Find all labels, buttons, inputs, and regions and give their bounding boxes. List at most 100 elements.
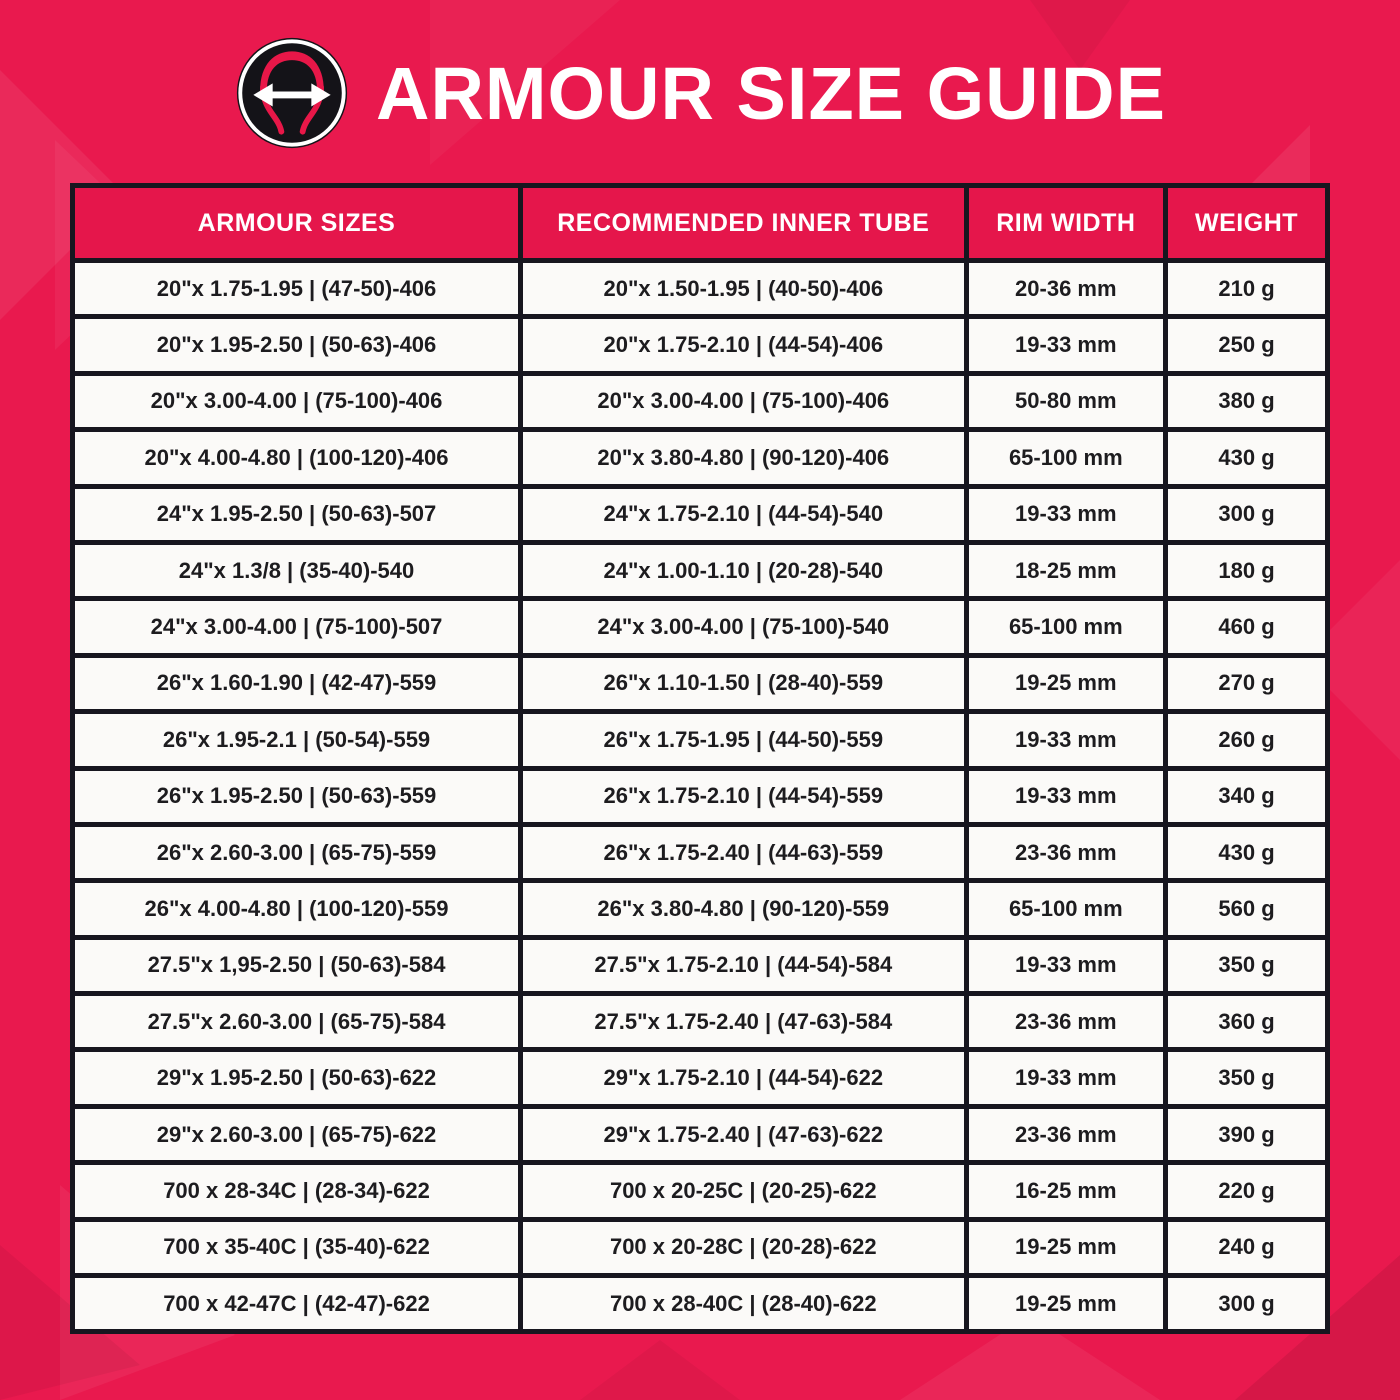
cell-inner-tube: 26"x 1.10-1.50 | (28-40)-559 (518, 652, 969, 715)
table-row: 26"x 1.60-1.90 | (42-47)-559 26"x 1.10-1.… (69, 652, 1330, 715)
cell-rim-width: 50-80 mm (963, 370, 1169, 433)
cell-armour-size: 20"x 1.95-2.50 | (50-63)-406 (69, 314, 524, 376)
table-row: 29"x 2.60-3.00 | (65-75)-622 29"x 1.75-2.… (69, 1103, 1330, 1166)
cell-armour-size: 26"x 1.60-1.90 | (42-47)-559 (69, 652, 524, 715)
cell-armour-size: 700 x 28-34C | (28-34)-622 (69, 1160, 524, 1222)
cell-weight: 260 g (1163, 709, 1330, 771)
cell-inner-tube: 26"x 1.75-2.10 | (44-54)-559 (518, 765, 969, 827)
cell-inner-tube: 24"x 3.00-4.00 | (75-100)-540 (518, 596, 969, 658)
cell-inner-tube: 20"x 1.50-1.95 | (40-50)-406 (518, 257, 969, 320)
cell-armour-size: 700 x 35-40C | (35-40)-622 (69, 1216, 524, 1279)
cell-rim-width: 18-25 mm (963, 539, 1169, 602)
cell-inner-tube: 20"x 3.00-4.00 | (75-100)-406 (518, 370, 969, 433)
cell-armour-size: 27.5"x 1,95-2.50 | (50-63)-584 (69, 934, 524, 997)
table-row: 20"x 3.00-4.00 | (75-100)-406 20"x 3.00-4… (69, 370, 1330, 433)
cell-armour-size: 20"x 4.00-4.80 | (100-120)-406 (69, 427, 524, 489)
table-row: 20"x 1.75-1.95 | (47-50)-406 20"x 1.50-1.… (69, 257, 1330, 320)
cell-armour-size: 29"x 2.60-3.00 | (65-75)-622 (69, 1103, 524, 1166)
table-row: 700 x 28-34C | (28-34)-622 700 x 20-25C |… (69, 1160, 1330, 1222)
cell-rim-width: 19-25 mm (963, 1273, 1169, 1335)
col-header-inner-tube: RECOMMENDED INNER TUBE (518, 183, 969, 263)
cell-rim-width: 19-33 mm (963, 709, 1169, 771)
cell-rim-width: 65-100 mm (963, 596, 1169, 658)
table-row: 24"x 1.3/8 | (35-40)-540 24"x 1.00-1.10 |… (69, 539, 1330, 602)
tire-width-arrow-logo (236, 37, 348, 149)
cell-weight: 380 g (1163, 370, 1330, 433)
cell-armour-size: 24"x 1.95-2.50 | (50-63)-507 (69, 483, 524, 545)
cell-weight: 430 g (1163, 821, 1330, 884)
cell-weight: 340 g (1163, 765, 1330, 827)
cell-rim-width: 19-33 mm (963, 765, 1169, 827)
table-row: 26"x 4.00-4.80 | (100-120)-559 26"x 3.80-… (69, 878, 1330, 940)
cell-inner-tube: 24"x 1.00-1.10 | (20-28)-540 (518, 539, 969, 602)
cell-weight: 350 g (1163, 934, 1330, 997)
cell-inner-tube: 26"x 1.75-2.40 | (44-63)-559 (518, 821, 969, 884)
table-row: 27.5"x 2.60-3.00 | (65-75)-584 27.5"x 1.7… (69, 991, 1330, 1053)
cell-rim-width: 19-33 mm (963, 1047, 1169, 1109)
size-table-body: 20"x 1.75-1.95 | (47-50)-406 20"x 1.50-1.… (69, 257, 1330, 1335)
cell-inner-tube: 29"x 1.75-2.40 | (47-63)-622 (518, 1103, 969, 1166)
cell-weight: 240 g (1163, 1216, 1330, 1279)
cell-armour-size: 26"x 1.95-2.1 | (50-54)-559 (69, 709, 524, 771)
page-title: ARMOUR SIZE GUIDE (376, 51, 1166, 135)
table-row: 26"x 2.60-3.00 | (65-75)-559 26"x 1.75-2.… (69, 821, 1330, 884)
cell-armour-size: 27.5"x 2.60-3.00 | (65-75)-584 (69, 991, 524, 1053)
table-row: 29"x 1.95-2.50 | (50-63)-622 29"x 1.75-2.… (69, 1047, 1330, 1109)
cell-inner-tube: 20"x 1.75-2.10 | (44-54)-406 (518, 314, 969, 376)
cell-weight: 210 g (1163, 257, 1330, 320)
cell-armour-size: 24"x 1.3/8 | (35-40)-540 (69, 539, 524, 602)
cell-inner-tube: 24"x 1.75-2.10 | (44-54)-540 (518, 483, 969, 545)
cell-armour-size: 20"x 3.00-4.00 | (75-100)-406 (69, 370, 524, 433)
cell-armour-size: 26"x 2.60-3.00 | (65-75)-559 (69, 821, 524, 884)
cell-rim-width: 65-100 mm (963, 427, 1169, 489)
cell-weight: 460 g (1163, 596, 1330, 658)
cell-rim-width: 19-25 mm (963, 652, 1169, 715)
table-row: 27.5"x 1,95-2.50 | (50-63)-584 27.5"x 1.7… (69, 934, 1330, 997)
table-row: 700 x 35-40C | (35-40)-622 700 x 20-28C |… (69, 1216, 1330, 1279)
cell-weight: 430 g (1163, 427, 1330, 489)
col-header-rim-width: RIM WIDTH (963, 183, 1169, 263)
cell-inner-tube: 27.5"x 1.75-2.40 | (47-63)-584 (518, 991, 969, 1053)
size-table-head: ARMOUR SIZES RECOMMENDED INNER TUBE RIM … (69, 183, 1330, 263)
cell-inner-tube: 700 x 20-25C | (20-25)-622 (518, 1160, 969, 1222)
table-row: 700 x 42-47C | (42-47)-622 700 x 28-40C |… (69, 1273, 1330, 1335)
table-row: 20"x 1.95-2.50 | (50-63)-406 20"x 1.75-2.… (69, 314, 1330, 376)
cell-inner-tube: 700 x 28-40C | (28-40)-622 (518, 1273, 969, 1335)
cell-inner-tube: 29"x 1.75-2.10 | (44-54)-622 (518, 1047, 969, 1109)
cell-armour-size: 20"x 1.75-1.95 | (47-50)-406 (69, 257, 524, 320)
cell-weight: 220 g (1163, 1160, 1330, 1222)
header-row: ARMOUR SIZES RECOMMENDED INNER TUBE RIM … (69, 183, 1330, 263)
cell-rim-width: 19-33 mm (963, 934, 1169, 997)
cell-weight: 270 g (1163, 652, 1330, 715)
cell-rim-width: 23-36 mm (963, 991, 1169, 1053)
cell-weight: 390 g (1163, 1103, 1330, 1166)
cell-rim-width: 23-36 mm (963, 1103, 1169, 1166)
cell-weight: 300 g (1163, 483, 1330, 545)
cell-armour-size: 24"x 3.00-4.00 | (75-100)-507 (69, 596, 524, 658)
cell-weight: 250 g (1163, 314, 1330, 376)
cell-inner-tube: 27.5"x 1.75-2.10 | (44-54)-584 (518, 934, 969, 997)
cell-rim-width: 65-100 mm (963, 878, 1169, 940)
cell-rim-width: 16-25 mm (963, 1160, 1169, 1222)
header: ARMOUR SIZE GUIDE (0, 28, 1400, 158)
table-row: 26"x 1.95-2.1 | (50-54)-559 26"x 1.75-1.9… (69, 709, 1330, 771)
cell-inner-tube: 20"x 3.80-4.80 | (90-120)-406 (518, 427, 969, 489)
cell-rim-width: 19-33 mm (963, 483, 1169, 545)
table-row: 24"x 1.95-2.50 | (50-63)-507 24"x 1.75-2.… (69, 483, 1330, 545)
cell-armour-size: 700 x 42-47C | (42-47)-622 (69, 1273, 524, 1335)
cell-weight: 300 g (1163, 1273, 1330, 1335)
table-row: 20"x 4.00-4.80 | (100-120)-406 20"x 3.80-… (69, 427, 1330, 489)
size-table: ARMOUR SIZES RECOMMENDED INNER TUBE RIM … (69, 183, 1330, 1335)
cell-rim-width: 20-36 mm (963, 257, 1169, 320)
cell-weight: 180 g (1163, 539, 1330, 602)
cell-inner-tube: 700 x 20-28C | (20-28)-622 (518, 1216, 969, 1279)
cell-inner-tube: 26"x 3.80-4.80 | (90-120)-559 (518, 878, 969, 940)
cell-rim-width: 19-33 mm (963, 314, 1169, 376)
cell-armour-size: 29"x 1.95-2.50 | (50-63)-622 (69, 1047, 524, 1109)
cell-weight: 350 g (1163, 1047, 1330, 1109)
table-row: 26"x 1.95-2.50 | (50-63)-559 26"x 1.75-2.… (69, 765, 1330, 827)
col-header-weight: WEIGHT (1163, 183, 1330, 263)
cell-rim-width: 19-25 mm (963, 1216, 1169, 1279)
col-header-armour-sizes: ARMOUR SIZES (69, 183, 524, 263)
